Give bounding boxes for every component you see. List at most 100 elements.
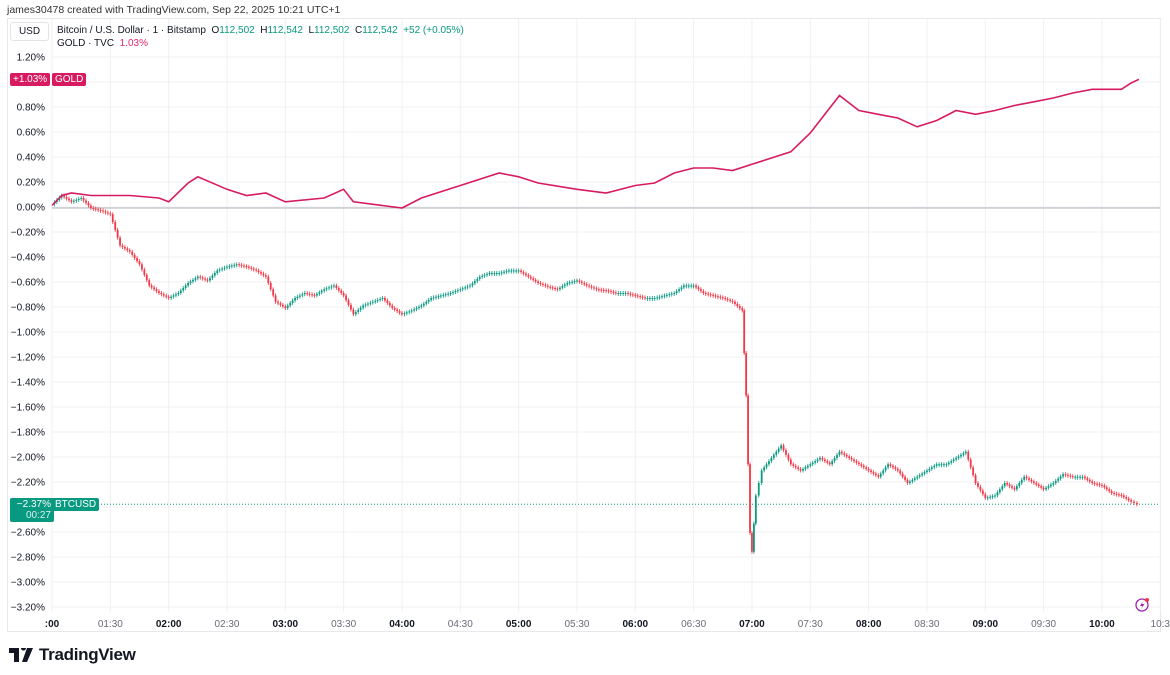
btc-candle [481, 275, 484, 277]
btc-candle [469, 285, 471, 287]
btc-candle [194, 278, 197, 280]
btc-candle [955, 458, 958, 460]
btc-candle [1127, 498, 1130, 501]
btc-candle [663, 295, 666, 297]
btc-candle [566, 283, 569, 285]
btc-candle [179, 290, 182, 293]
btc-candle [260, 272, 262, 274]
btc-candle [532, 278, 535, 280]
btc-candle [960, 454, 962, 457]
btc-candle [692, 285, 695, 287]
btc-candle [757, 483, 760, 496]
btc-candle [119, 237, 121, 246]
btc-candle [906, 479, 909, 483]
btc-candle [697, 287, 700, 290]
btc-candle [279, 303, 282, 305]
gold-value-marker: +1.03% [10, 73, 51, 86]
btc-value-marker: −2.37% 00:27 [10, 498, 54, 522]
btc-candle [979, 486, 982, 491]
btc-candle [354, 312, 357, 315]
btc-candle [245, 266, 248, 268]
btc-candle [483, 274, 486, 276]
btc-candle [301, 294, 304, 296]
btc-candle [1042, 487, 1045, 490]
btc-candle [1015, 486, 1018, 490]
btc-candle [1057, 478, 1060, 481]
btc-candle [653, 298, 656, 299]
btc-candle [495, 273, 498, 274]
x-tick-label: 09:00 [972, 619, 998, 630]
chart-canvas[interactable]: 1.20%1.00%0.80%0.60%0.40%0.20%0.00%−0.20… [0, 0, 1170, 640]
btc-candle [780, 445, 783, 449]
btc-candle [610, 291, 612, 293]
btc-candle [882, 470, 885, 474]
btc-candle [695, 285, 697, 288]
btc-candle [216, 270, 219, 273]
btc-candle [133, 254, 136, 258]
btc-legend-row[interactable]: Bitcoin / U.S. Dollar · 1 · Bitstamp O11… [57, 24, 464, 37]
btc-candle [1006, 483, 1009, 485]
btc-candle [381, 298, 384, 299]
btc-candle [398, 311, 401, 313]
btc-candle [306, 293, 309, 294]
btc-candle [342, 293, 345, 296]
btc-candle [943, 464, 945, 466]
grid [51, 19, 1161, 612]
btc-candle [916, 476, 919, 479]
btc-candle [685, 285, 688, 287]
btc-candle [510, 270, 513, 272]
btc-candle [158, 291, 160, 293]
btc-candle [578, 280, 581, 282]
btc-candle [184, 285, 187, 288]
btc-candle [357, 309, 360, 313]
btc-candle [311, 294, 313, 296]
y-axis: 1.20%1.00%0.80%0.60%0.40%0.20%0.00%−0.20… [11, 53, 45, 614]
btc-candle [145, 274, 148, 281]
btc-candle [860, 464, 863, 466]
btc-candle [1118, 494, 1120, 496]
btc-candle [517, 270, 520, 272]
x-tick-label: 08:00 [856, 619, 882, 630]
btc-candle [743, 310, 746, 353]
btc-candle [493, 273, 496, 274]
x-tick-label: :00 [45, 619, 60, 630]
btc-candle [884, 467, 887, 471]
btc-candle [585, 284, 588, 286]
y-tick-label: 0.00% [17, 203, 45, 214]
currency-button[interactable]: USD [10, 22, 49, 41]
btc-candle [614, 292, 617, 294]
btc-candle [972, 467, 975, 476]
btc-candle [418, 306, 420, 308]
btc-candle [1028, 478, 1030, 480]
btc-candle [991, 496, 994, 498]
btc-candle [369, 302, 372, 304]
btc-candle [687, 285, 690, 287]
btc-candle [549, 286, 552, 288]
btc-candle [286, 305, 289, 308]
btc-candle [1023, 476, 1026, 480]
btc-candle [141, 264, 143, 270]
btc-candle [745, 353, 748, 396]
btc-candle [75, 199, 78, 201]
lightning-icon[interactable] [1135, 598, 1149, 612]
btc-candle [787, 454, 790, 460]
x-tick-label: 03:30 [331, 619, 356, 630]
x-axis: :00 01:30 02:00 02:30 03:00 03:30 04:00 04:30 05… [45, 619, 1170, 630]
btc-candle [291, 300, 294, 303]
btc-candle [131, 251, 134, 255]
btc-candle [430, 298, 433, 300]
btc-candle [729, 299, 731, 301]
btc-candle [223, 267, 226, 269]
gold-legend-row[interactable]: GOLD · TVC 1.03% [57, 37, 464, 50]
btc-candle [804, 467, 807, 469]
btc-candle [738, 306, 741, 309]
btc-candle [736, 303, 739, 307]
x-tick-label: 05:30 [564, 619, 589, 630]
btc-candle [826, 461, 829, 463]
tradingview-logo-icon [9, 648, 33, 662]
btc-candle [1013, 487, 1016, 490]
btc-candle [1110, 491, 1113, 493]
btc-candle [571, 281, 574, 283]
btc-candle [950, 461, 953, 463]
btc-candle [887, 464, 889, 468]
